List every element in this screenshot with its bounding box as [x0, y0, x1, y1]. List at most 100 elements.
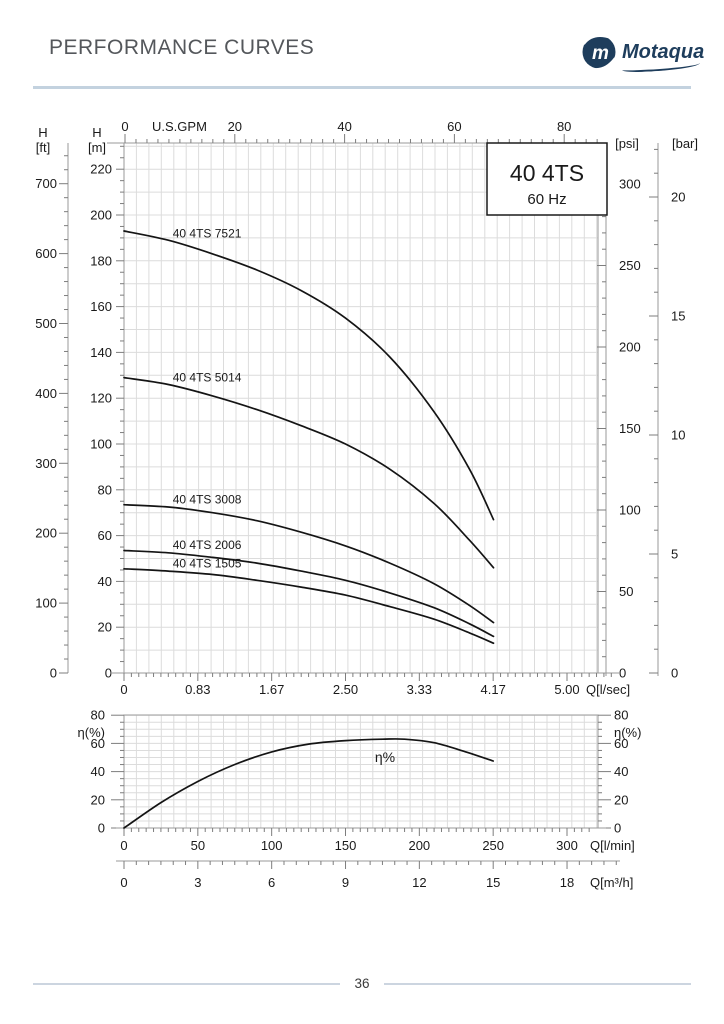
footer-divider-right	[383, 982, 691, 985]
q-lsec-tick-label: 4.17	[481, 682, 506, 697]
h-m-axis-name: H	[92, 125, 101, 140]
main-chart-grid	[123, 143, 598, 674]
axis-bar: 0 5 10 15 20 [bar]	[649, 136, 698, 681]
curve-label-40-4ts-5014: 40 4TS 5014	[173, 371, 242, 385]
axis-h-ft: 0 100 200 300 400 500 600 700 H[ft]	[35, 125, 69, 681]
axis-h-m: 0 20 40 60 80 100 120 140 160 180 200 220 H[m]	[88, 125, 124, 681]
curve-40-4ts-5014	[123, 376, 495, 569]
pump-curves: 40 4TS 7521 40 4TS 5014 40 4TS 3008 40 4TS …	[123, 227, 495, 645]
axis-q-lsec: 0 0.83 1.67 2.50 3.33 4.17 5.00 Q[l/sec]	[110, 672, 630, 697]
h-ft-tick-label: 700	[35, 176, 57, 191]
h-m-tick-label: 100	[90, 437, 112, 452]
eta-tick-label: 40	[614, 764, 628, 779]
q-lmin-tick-label: 250	[482, 838, 504, 853]
psi-tick-label: 0	[619, 666, 626, 681]
eta-tick-label: 80	[91, 708, 105, 723]
q-lsec-tick-label: 0	[120, 682, 127, 697]
h-ft-tick-label: 200	[35, 526, 57, 541]
plot-frame	[123, 142, 599, 674]
q-lmin-tick-label: 100	[261, 838, 283, 853]
h-m-tick-label: 180	[90, 253, 112, 268]
axis-q-lmin: 0 50 100 150 200 250 300 Q[l/min]	[116, 827, 635, 853]
model-name: 40 4TS	[510, 160, 584, 186]
q-m3h-tick-label: 0	[120, 875, 127, 890]
brand-logo: m Motaqua	[580, 29, 714, 75]
usgpm-tick-label: 60	[447, 119, 461, 134]
eta-tick-label: 0	[98, 821, 105, 836]
curve-label-40-4ts-1505: 40 4TS 1505	[173, 556, 242, 570]
eta-tick-label: 60	[91, 736, 105, 751]
h-ft-axis-name: H	[38, 125, 47, 140]
h-ft-tick-label: 400	[35, 386, 57, 401]
eta-tick-label: 60	[614, 736, 628, 751]
usgpm-tick-label: 20	[228, 119, 242, 134]
h-m-tick-label: 200	[90, 208, 112, 223]
curve-label-eta: η%	[375, 749, 395, 765]
h-m-tick-label: 220	[90, 162, 112, 177]
q-lsec-tick-label: 1.67	[259, 682, 284, 697]
q-lsec-tick-label: 5.00	[554, 682, 579, 697]
q-m3h-tick-label: 12	[412, 875, 426, 890]
psi-axis-unit: [psi]	[615, 136, 639, 151]
eta-tick-label: 20	[614, 792, 628, 807]
eta-axis-unit: η(%)	[614, 725, 641, 740]
axis-eta-left: 0 20 40 60 80 η(%)	[78, 708, 124, 836]
h-m-tick-label: 120	[90, 391, 112, 406]
psi-tick-label: 200	[619, 340, 641, 355]
q-lmin-axis-unit: Q[l/min]	[590, 838, 635, 853]
q-m3h-tick-label: 18	[560, 875, 574, 890]
axis-usgpm: 0 20 40 60 80 U.S.GPM	[107, 119, 606, 144]
q-lmin-tick-label: 0	[120, 838, 127, 853]
header-divider	[33, 86, 691, 89]
curve-label-40-4ts-2006: 40 4TS 2006	[173, 538, 242, 552]
page-number: 36	[354, 976, 370, 991]
model-box: 40 4TS 60 Hz	[486, 142, 608, 216]
axis-q-m3h: 0 3 6 9 12 15 18 Q[m³/h]	[116, 860, 633, 890]
q-lmin-tick-label: 150	[335, 838, 357, 853]
curve-eta	[123, 738, 495, 829]
psi-tick-label: 150	[619, 421, 641, 436]
eta-tick-label: 0	[614, 821, 621, 836]
brand-name: Motaqua	[622, 40, 705, 63]
h-m-tick-label: 40	[98, 574, 112, 589]
usgpm-axis-unit: U.S.GPM	[152, 119, 207, 134]
psi-tick-label: 250	[619, 258, 641, 273]
h-ft-tick-label: 100	[35, 596, 57, 611]
q-lmin-tick-label: 200	[408, 838, 430, 853]
q-m3h-tick-label: 9	[342, 875, 349, 890]
h-ft-tick-label: 300	[35, 456, 57, 471]
head-capacity-chart: 0 20 40 60 80U.S.GPM020406080100120140160180…	[35, 119, 698, 697]
bar-tick-label: 0	[671, 666, 678, 681]
q-lmin-tick-label: 50	[191, 838, 205, 853]
q-m3h-axis-unit: Q[m³/h]	[590, 875, 633, 890]
eta-tick-label: 80	[614, 708, 628, 723]
q-lmin-tick-label: 300	[556, 838, 578, 853]
eta-tick-label: 20	[91, 792, 105, 807]
eta-axis-unit: η(%)	[78, 725, 105, 740]
page-title: PERFORMANCE CURVES	[49, 36, 315, 59]
curve-40-4ts-1505	[123, 567, 495, 645]
h-ft-axis-unit: [ft]	[36, 140, 50, 155]
bar-axis-unit: [bar]	[672, 136, 698, 151]
axis-psi: 0 50 100 150 200 250 300 [psi]	[597, 136, 641, 681]
curve-40-4ts-7521	[123, 230, 495, 521]
h-m-tick-label: 160	[90, 299, 112, 314]
q-m3h-tick-label: 15	[486, 875, 500, 890]
svg-text:m: m	[592, 43, 609, 64]
psi-tick-label: 50	[619, 584, 633, 599]
psi-tick-label: 100	[619, 503, 641, 518]
q-lsec-axis-unit: Q[l/sec]	[586, 682, 630, 697]
bar-tick-label: 10	[671, 428, 685, 443]
eta-tick-label: 40	[91, 764, 105, 779]
psi-tick-label: 300	[619, 177, 641, 192]
h-ft-tick-label: 0	[50, 666, 57, 681]
q-lsec-tick-label: 3.33	[407, 682, 432, 697]
model-frequency: 60 Hz	[527, 191, 566, 208]
usgpm-tick-label: 40	[337, 119, 351, 134]
bar-tick-label: 5	[671, 547, 678, 562]
axis-eta-right: 0 20 40 60 80 η(%)	[598, 708, 641, 836]
q-m3h-tick-label: 6	[268, 875, 275, 890]
curve-40-4ts-2006	[123, 549, 495, 638]
